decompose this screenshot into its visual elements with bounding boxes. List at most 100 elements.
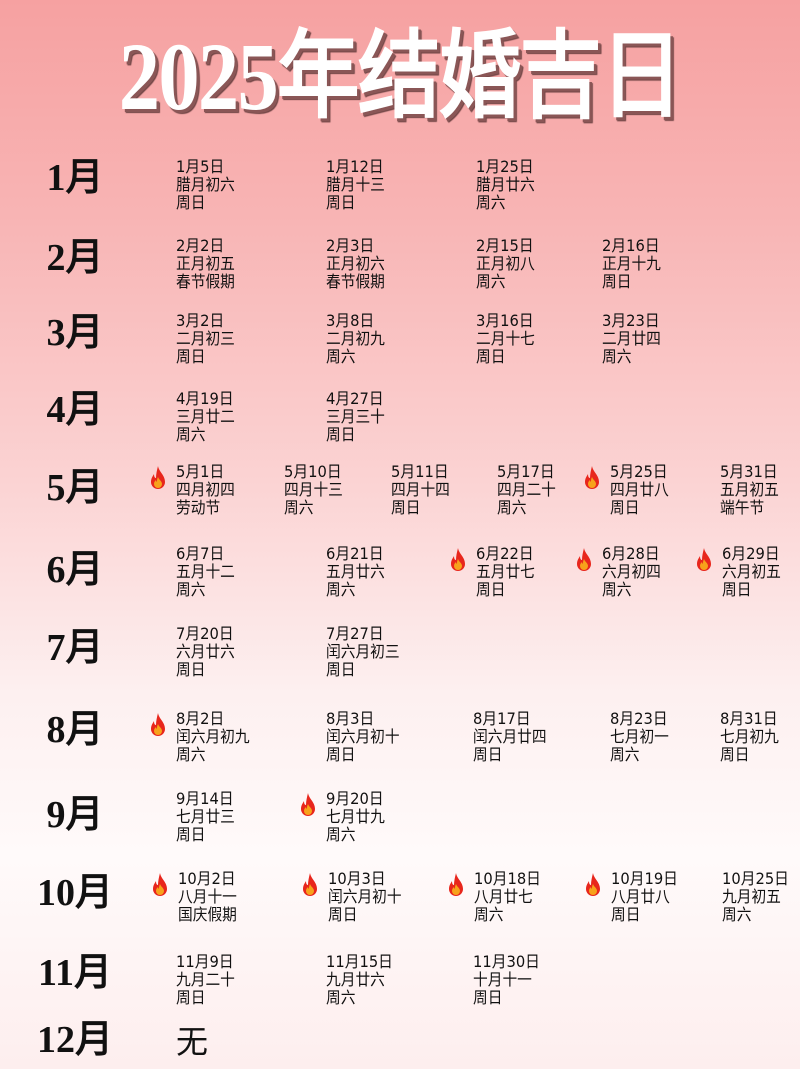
- entry-date: 10月18日: [474, 869, 541, 888]
- entry-lunar: 九月初五: [722, 887, 781, 906]
- date-entry: 11月15日 九月廿六 周六: [326, 953, 393, 1007]
- entry-note: 周日: [473, 988, 503, 1007]
- month-label: 7月: [46, 627, 104, 669]
- fire-icon: [582, 465, 602, 491]
- entry-note: 春节假期: [176, 272, 235, 291]
- entry-note: 周六: [610, 745, 640, 764]
- entry-lunar: 七月初一: [610, 727, 669, 746]
- entry-note: 周六: [497, 498, 527, 517]
- page-title: 2025年结婚吉日: [118, 23, 683, 130]
- entry-note: 周六: [326, 988, 356, 1007]
- entry-note: 周六: [326, 347, 356, 366]
- entry-lunar: 正月初六: [326, 254, 385, 273]
- entry-lunar: 十月十一: [473, 970, 532, 989]
- entry-note: 周日: [602, 272, 632, 291]
- entry-lunar: 九月廿六: [326, 970, 385, 989]
- date-entry: 3月16日 二月十七 周日: [476, 312, 535, 366]
- entry-note: 周日: [326, 425, 356, 444]
- entry-date: 11月30日: [473, 952, 540, 971]
- date-entry: 9月20日 七月廿九 周六: [326, 790, 385, 844]
- entry-date: 10月19日: [611, 869, 678, 888]
- date-entry: 10月25日 九月初五 周六: [722, 870, 789, 924]
- date-entry: 10月18日 八月廿七 周六: [474, 870, 541, 924]
- entry-date: 5月10日: [284, 462, 342, 481]
- entry-date: 10月3日: [328, 869, 386, 888]
- entry-note: 春节假期: [326, 272, 385, 291]
- date-entry: 4月27日 三月三十 周日: [326, 390, 385, 444]
- entry-lunar: 三月三十: [326, 407, 385, 426]
- entry-lunar: 五月初五: [720, 480, 779, 499]
- date-entry: 2月2日 正月初五 春节假期: [176, 237, 235, 291]
- date-entry: 10月3日 闰六月初十 周日: [328, 870, 402, 924]
- entry-lunar: 闰六月廿四: [473, 727, 547, 746]
- entry-date: 8月2日: [176, 709, 225, 728]
- entry-date: 3月8日: [326, 311, 375, 330]
- month-label: 10月: [36, 872, 113, 914]
- entry-date: 5月17日: [497, 462, 555, 481]
- entry-lunar: 正月初五: [176, 254, 235, 273]
- date-entry: 5月10日 四月十三 周六: [284, 463, 343, 517]
- entry-date: 5月11日: [391, 462, 449, 481]
- entry-lunar: 七月廿三: [176, 807, 235, 826]
- entry-note: 周日: [176, 660, 206, 679]
- fire-icon: [448, 547, 468, 573]
- month-label: 8月: [46, 709, 104, 751]
- entry-lunar: 七月初九: [720, 727, 779, 746]
- date-entry: 2月16日 正月十九 周日: [602, 237, 661, 291]
- fire-icon: [694, 547, 714, 573]
- date-entry: 5月25日 四月廿八 周日: [610, 463, 669, 517]
- entry-note: 周日: [720, 745, 750, 764]
- entry-lunar: 闰六月初十: [326, 727, 400, 746]
- date-entry: 7月20日 六月廿六 周日: [176, 625, 235, 679]
- entry-lunar: 八月十一: [178, 887, 237, 906]
- entry-lunar: 腊月廿六: [476, 175, 535, 194]
- entry-note: 周日: [176, 193, 206, 212]
- entry-note: 周六: [326, 580, 356, 599]
- entry-date: 10月2日: [178, 869, 236, 888]
- entry-date: 1月5日: [176, 157, 225, 176]
- date-entry: 8月2日 闰六月初九 周六: [176, 710, 250, 764]
- month-label: 5月: [46, 467, 104, 509]
- entry-lunar: 六月初四: [602, 562, 661, 581]
- entry-date: 7月27日: [326, 624, 384, 643]
- entry-note: 周六: [476, 272, 506, 291]
- date-entry: 1月5日 腊月初六 周日: [176, 158, 235, 212]
- date-entry: 1月12日 腊月十三 周日: [326, 158, 385, 212]
- date-entry: 10月19日 八月廿八 周日: [611, 870, 678, 924]
- entry-lunar: 五月廿七: [476, 562, 535, 581]
- entry-lunar: 二月十七: [476, 329, 535, 348]
- date-entry: 1月25日 腊月廿六 周六: [476, 158, 535, 212]
- entry-date: 8月3日: [326, 709, 375, 728]
- month-label: 6月: [46, 549, 104, 591]
- entry-note: 周日: [473, 745, 503, 764]
- entry-date: 6月22日: [476, 544, 534, 563]
- entry-lunar: 五月十二: [176, 562, 235, 581]
- no-dates-text: 无: [176, 1023, 209, 1061]
- entry-note: 周日: [326, 193, 356, 212]
- entry-note: 周六: [284, 498, 314, 517]
- entry-note: 周日: [326, 660, 356, 679]
- entry-lunar: 三月廿二: [176, 407, 235, 426]
- entry-date: 11月15日: [326, 952, 393, 971]
- entry-note: 国庆假期: [178, 905, 237, 924]
- fire-icon: [300, 872, 320, 898]
- entry-lunar: 正月十九: [602, 254, 661, 273]
- entry-lunar: 八月廿七: [474, 887, 533, 906]
- entry-lunar: 闰六月初十: [328, 887, 402, 906]
- month-label: 9月: [46, 794, 104, 836]
- entry-date: 2月16日: [602, 236, 660, 255]
- date-entry: 8月31日 七月初九 周日: [720, 710, 779, 764]
- entry-date: 5月25日: [610, 462, 668, 481]
- entry-lunar: 四月十四: [391, 480, 450, 499]
- entry-note: 劳动节: [176, 498, 221, 517]
- date-entry: 11月30日 十月十一 周日: [473, 953, 540, 1007]
- date-entry: 8月3日 闰六月初十 周日: [326, 710, 400, 764]
- fire-icon: [446, 872, 466, 898]
- entry-date: 1月25日: [476, 157, 534, 176]
- entry-note: 周六: [722, 905, 752, 924]
- entry-date: 8月17日: [473, 709, 531, 728]
- entry-date: 3月2日: [176, 311, 225, 330]
- entry-date: 9月14日: [176, 789, 234, 808]
- entry-note: 周日: [176, 988, 206, 1007]
- entry-note: 端午节: [720, 498, 765, 517]
